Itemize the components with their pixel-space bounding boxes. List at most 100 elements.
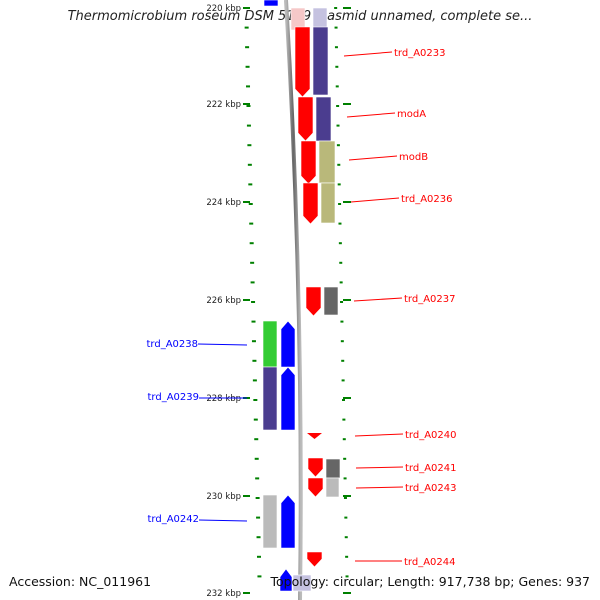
cog-box <box>262 320 278 368</box>
major-tick <box>343 201 351 203</box>
label-line <box>198 519 248 522</box>
feature-label: trd_A0238 <box>147 339 199 350</box>
gene-arrow-forward <box>307 477 324 498</box>
topology-text: Topology: circular; Length: 917,738 bp; … <box>270 574 591 589</box>
gene-arrow-forward <box>307 433 322 439</box>
gene-arrow-forward <box>306 551 323 568</box>
cog-box <box>325 458 341 479</box>
gene-arrow-forward <box>307 457 324 478</box>
gene-arrow-partial <box>263 0 279 7</box>
gene-arrow-forward <box>305 286 322 317</box>
tick-mark <box>251 320 256 323</box>
tick-mark <box>254 438 259 441</box>
feature-label: trd_A0242 <box>148 514 200 525</box>
tick-mark <box>246 105 251 107</box>
major-tick <box>243 299 250 301</box>
tick-mark <box>255 497 260 499</box>
feature-label: trd_A0237 <box>404 294 456 305</box>
tick-mark <box>247 144 252 147</box>
cog-box <box>325 477 340 498</box>
feature-label: trd_A0233 <box>394 48 446 59</box>
major-tick <box>243 7 250 9</box>
major-tick <box>243 592 250 594</box>
tick-mark <box>338 242 342 245</box>
tick-mark <box>247 163 252 166</box>
feature-label: trd_A0239 <box>148 392 200 403</box>
tick-mark <box>341 359 345 362</box>
gene-features <box>262 0 341 592</box>
label-line <box>197 343 248 346</box>
tick-mark <box>339 281 343 284</box>
tick-mark <box>334 46 338 49</box>
tick-mark <box>245 46 250 49</box>
feature-labels: trd_A0233 modA modB trd_A0236 trd_A0237 trd_A… <box>147 48 457 568</box>
tick-mark <box>342 399 345 401</box>
tick-mark <box>338 222 342 225</box>
label-line <box>348 155 398 161</box>
gene-arrow-reverse <box>280 320 296 368</box>
tick-mark <box>256 555 261 558</box>
tick-mark <box>338 203 342 205</box>
label-line <box>343 51 393 57</box>
tick-mark <box>343 477 347 480</box>
cog-box <box>320 182 336 224</box>
tick-mark <box>252 359 257 362</box>
tick-mark <box>256 516 261 519</box>
feature-label: modA <box>397 109 426 120</box>
feature-label: trd_A0241 <box>405 463 457 474</box>
gene-arrow-forward <box>302 182 319 225</box>
cog-box-partial <box>312 7 328 29</box>
outer-tick-track <box>334 7 349 578</box>
gene-arrow-partial <box>292 574 312 592</box>
major-tick <box>343 495 351 497</box>
tick-mark <box>335 65 339 68</box>
cog-box <box>315 96 332 142</box>
cog-box <box>262 494 278 549</box>
tick-mark <box>343 457 347 460</box>
major-tick <box>243 495 250 497</box>
tick-mark <box>252 379 257 382</box>
tick-mark <box>254 457 259 460</box>
label-line <box>354 433 404 437</box>
tick-mark <box>344 516 348 519</box>
tick-mark <box>340 320 344 323</box>
tick-mark <box>257 575 262 578</box>
tick-mark <box>339 261 343 264</box>
tick-mark <box>244 26 249 29</box>
tick-mark <box>335 85 339 88</box>
inner-tick-track <box>244 7 262 578</box>
label-line <box>350 197 400 203</box>
tick-mark <box>340 301 344 303</box>
tick-mark <box>337 163 341 166</box>
major-tick <box>343 103 351 105</box>
major-tick <box>343 7 351 9</box>
tick-mark <box>251 340 256 343</box>
gene-arrow-reverse <box>280 494 296 549</box>
feature-label: trd_A0236 <box>401 194 453 205</box>
gene-arrow-reverse <box>280 366 296 431</box>
scale-label: 220 kbp <box>206 4 241 14</box>
tick-mark <box>342 418 346 421</box>
tick-mark <box>345 575 349 578</box>
label-line <box>355 486 404 489</box>
major-tick <box>343 397 351 399</box>
tick-mark <box>250 261 255 264</box>
tick-mark <box>253 399 258 401</box>
tick-mark <box>253 418 258 421</box>
gene-arrow-reverse <box>279 568 293 592</box>
feature-label: trd_A0243 <box>405 483 457 494</box>
tick-mark <box>336 144 340 147</box>
scale-label: 226 kbp <box>206 296 241 306</box>
backbone-circle <box>284 0 303 600</box>
major-tick <box>343 592 351 594</box>
gene-arrow-forward <box>294 26 311 98</box>
scale-label: 228 kbp <box>206 394 241 404</box>
scale-label: 230 kbp <box>206 492 241 502</box>
cog-box <box>318 140 336 184</box>
label-line <box>353 297 403 302</box>
tick-mark <box>245 65 250 68</box>
tick-mark <box>255 477 260 480</box>
scale-label: 232 kbp <box>206 589 241 599</box>
tick-mark <box>246 124 251 127</box>
